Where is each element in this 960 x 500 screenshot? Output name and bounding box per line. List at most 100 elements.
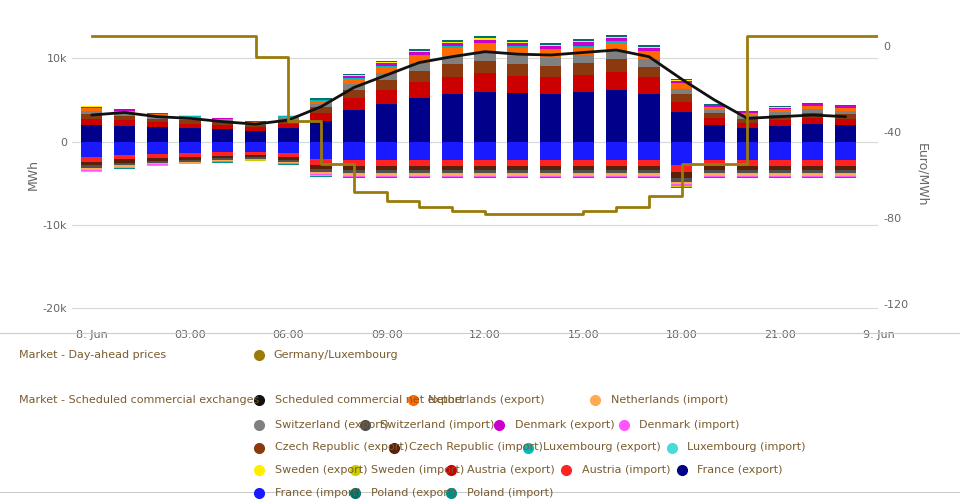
Bar — [277, 116, 299, 118]
Bar — [638, 94, 660, 142]
Bar — [442, 64, 463, 76]
Bar — [769, 170, 791, 173]
Bar — [180, 142, 201, 153]
Bar — [835, 105, 856, 106]
Bar — [507, 42, 528, 43]
Bar — [442, 94, 463, 142]
Text: Market - Scheduled commercial exchanges: Market - Scheduled commercial exchanges — [19, 395, 259, 405]
Bar — [81, 168, 103, 170]
Bar — [540, 166, 562, 170]
Bar — [114, 142, 135, 155]
Bar — [409, 52, 430, 54]
Text: France (export): France (export) — [697, 465, 782, 475]
Bar — [835, 177, 856, 178]
Bar — [540, 94, 562, 142]
Bar — [638, 142, 660, 160]
Bar — [310, 169, 332, 172]
Bar — [736, 128, 758, 141]
Bar — [606, 72, 627, 90]
Bar — [573, 46, 594, 47]
Bar — [376, 177, 397, 178]
Bar — [803, 112, 824, 118]
Bar — [540, 50, 562, 58]
Bar — [671, 94, 692, 102]
Bar — [769, 106, 791, 107]
Bar — [212, 161, 233, 162]
Bar — [442, 174, 463, 176]
Bar — [671, 79, 692, 80]
Bar — [540, 78, 562, 94]
Bar — [769, 108, 791, 109]
Bar — [212, 158, 233, 160]
Bar — [114, 165, 135, 166]
Bar — [310, 165, 332, 169]
Bar — [180, 157, 201, 160]
Bar — [147, 118, 168, 122]
Bar — [671, 83, 692, 84]
Bar — [409, 71, 430, 83]
Text: Germany/Luxembourg: Germany/Luxembourg — [274, 350, 398, 360]
Bar — [803, 109, 824, 112]
Bar — [245, 122, 266, 123]
Bar — [573, 75, 594, 92]
Bar — [114, 126, 135, 142]
Bar — [769, 107, 791, 108]
Bar — [245, 124, 266, 127]
Bar — [474, 160, 495, 166]
Text: Czech Republic (import): Czech Republic (import) — [409, 442, 542, 452]
Bar — [540, 142, 562, 160]
Bar — [671, 172, 692, 178]
Bar — [212, 152, 233, 156]
Text: Luxembourg (export): Luxembourg (export) — [543, 442, 661, 452]
Bar — [277, 115, 299, 116]
Bar — [769, 142, 791, 160]
Bar — [147, 114, 168, 116]
Bar — [212, 129, 233, 141]
Bar — [114, 112, 135, 114]
Bar — [245, 157, 266, 158]
Bar — [474, 177, 495, 178]
Bar — [606, 34, 627, 36]
Bar — [540, 170, 562, 173]
Bar — [442, 56, 463, 64]
Bar — [540, 46, 562, 49]
Bar — [180, 153, 201, 157]
Bar — [835, 110, 856, 114]
Bar — [704, 170, 725, 173]
Bar — [638, 78, 660, 94]
Bar — [606, 142, 627, 160]
Bar — [606, 177, 627, 178]
Bar — [114, 166, 135, 168]
Bar — [803, 174, 824, 176]
Bar — [81, 114, 103, 119]
Bar — [442, 177, 463, 178]
Bar — [507, 170, 528, 173]
Bar — [606, 166, 627, 170]
Bar — [704, 142, 725, 160]
Bar — [736, 114, 758, 116]
Bar — [507, 64, 528, 76]
Bar — [573, 160, 594, 166]
Bar — [736, 112, 758, 114]
Bar — [180, 160, 201, 162]
Bar — [835, 125, 856, 142]
Bar — [736, 142, 758, 160]
Bar — [344, 110, 365, 142]
Bar — [638, 66, 660, 78]
Bar — [474, 40, 495, 43]
Bar — [277, 128, 299, 141]
Bar — [573, 42, 594, 45]
Bar — [671, 88, 692, 94]
Text: Austria (export): Austria (export) — [467, 465, 554, 475]
Bar — [671, 165, 692, 172]
Bar — [180, 118, 201, 120]
Bar — [344, 84, 365, 90]
Bar — [573, 142, 594, 160]
Bar — [114, 155, 135, 160]
Bar — [180, 120, 201, 124]
Bar — [769, 110, 791, 112]
Bar — [736, 166, 758, 170]
Bar — [606, 38, 627, 42]
Bar — [704, 118, 725, 125]
Bar — [81, 166, 103, 168]
